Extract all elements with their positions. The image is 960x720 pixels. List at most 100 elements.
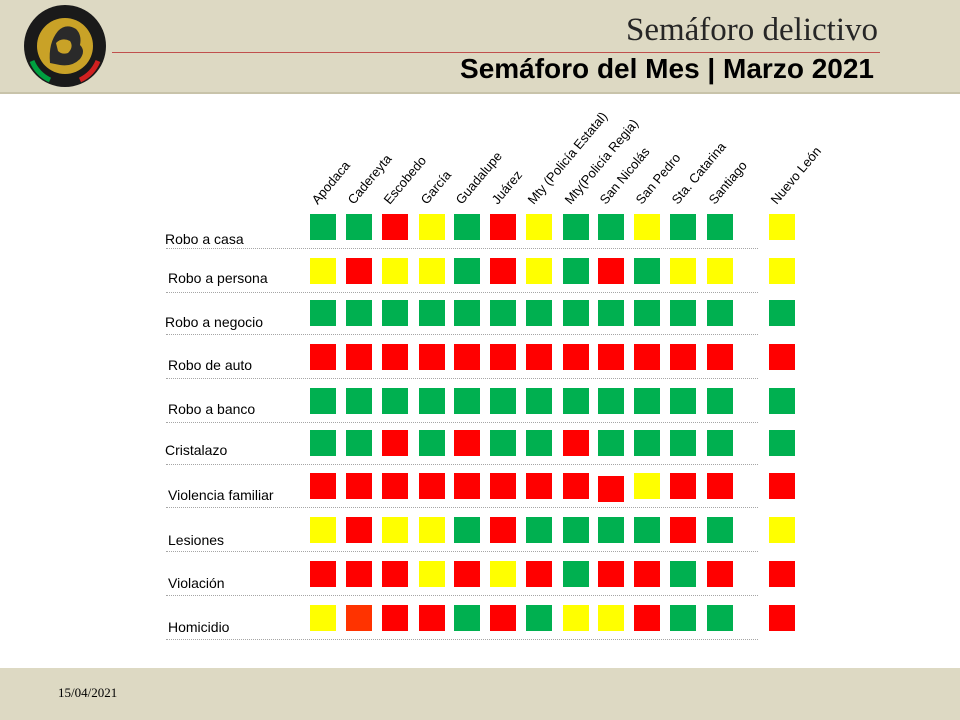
status-cell: [346, 605, 372, 631]
status-cell: [382, 258, 408, 284]
status-cell: [419, 214, 445, 240]
status-cell: [310, 473, 336, 499]
status-cell: [490, 214, 516, 240]
status-cell: [634, 388, 660, 414]
status-cell: [490, 473, 516, 499]
status-cell: [346, 561, 372, 587]
status-cell: [454, 258, 480, 284]
status-cell: [419, 561, 445, 587]
footer-date: 15/04/2021: [58, 685, 118, 700]
header-bar: [0, 0, 960, 92]
status-cell-total: [769, 430, 795, 456]
row-divider: [166, 292, 758, 293]
status-cell: [382, 517, 408, 543]
status-cell: [598, 561, 624, 587]
row-label: Robo de auto: [168, 357, 253, 373]
status-cell: [707, 473, 733, 499]
status-cell-total: [769, 517, 795, 543]
status-cell: [490, 344, 516, 370]
row-divider: [166, 334, 758, 335]
status-cell: [310, 517, 336, 543]
status-cell: [526, 388, 552, 414]
status-cell: [310, 344, 336, 370]
status-cell: [598, 214, 624, 240]
status-cell: [563, 561, 589, 587]
status-cell: [563, 388, 589, 414]
status-cell-total: [769, 605, 795, 631]
status-cell: [310, 430, 336, 456]
status-cell: [490, 430, 516, 456]
status-cell: [382, 605, 408, 631]
row-label: Violación: [168, 575, 225, 591]
title-rule: [112, 52, 880, 53]
column-header: García: [417, 167, 455, 207]
status-cell: [454, 517, 480, 543]
status-cell: [310, 214, 336, 240]
column-header: Juárez: [488, 167, 526, 207]
column-header-total: Nuevo León: [767, 143, 825, 207]
status-cell: [346, 430, 372, 456]
status-cell: [634, 214, 660, 240]
status-cell: [310, 388, 336, 414]
status-cell: [382, 473, 408, 499]
row-label: Robo a banco: [168, 401, 256, 417]
status-cell: [310, 258, 336, 284]
status-cell: [598, 605, 624, 631]
status-cell: [490, 388, 516, 414]
status-cell: [598, 388, 624, 414]
status-cell: [563, 258, 589, 284]
row-label: Cristalazo: [165, 442, 228, 458]
status-cell-total: [769, 258, 795, 284]
status-cell: [454, 214, 480, 240]
status-cell: [634, 473, 660, 499]
status-cell: [419, 430, 445, 456]
row-divider: [166, 422, 758, 423]
status-cell: [454, 561, 480, 587]
status-cell: [707, 214, 733, 240]
status-cell: [634, 605, 660, 631]
status-cell: [598, 300, 624, 326]
row-divider: [166, 595, 758, 596]
status-cell: [526, 430, 552, 456]
status-cell: [346, 473, 372, 499]
page-subtitle: Semáforo del Mes | Marzo 2021: [460, 53, 874, 84]
status-cell: [526, 258, 552, 284]
status-cell: [310, 561, 336, 587]
row-divider: [166, 464, 758, 465]
status-cell: [670, 344, 696, 370]
status-cell: [634, 258, 660, 284]
status-cell: [454, 605, 480, 631]
status-cell: [563, 473, 589, 499]
status-cell: [707, 561, 733, 587]
status-cell: [670, 214, 696, 240]
status-cell: [490, 258, 516, 284]
row-divider: [166, 248, 758, 249]
status-cell-total: [769, 473, 795, 499]
status-cell: [563, 214, 589, 240]
status-cell: [310, 605, 336, 631]
status-cell: [634, 344, 660, 370]
status-cell: [707, 258, 733, 284]
status-cell: [419, 300, 445, 326]
status-cell: [563, 344, 589, 370]
status-cell-total: [769, 388, 795, 414]
status-cell: [670, 258, 696, 284]
status-cell-total: [769, 561, 795, 587]
status-cell-total: [769, 344, 795, 370]
status-cell: [634, 561, 660, 587]
status-cell: [670, 430, 696, 456]
status-cell: [598, 517, 624, 543]
status-cell: [346, 517, 372, 543]
status-cell: [634, 430, 660, 456]
status-cell-total: [769, 300, 795, 326]
status-cell: [346, 344, 372, 370]
status-cell: [346, 388, 372, 414]
status-cell: [707, 430, 733, 456]
status-cell: [346, 258, 372, 284]
row-divider: [166, 507, 758, 508]
status-cell: [346, 214, 372, 240]
row-label: Robo a persona: [168, 270, 268, 286]
status-cell: [526, 605, 552, 631]
page-title: Semáforo delictivo: [625, 12, 878, 48]
status-cell: [382, 214, 408, 240]
